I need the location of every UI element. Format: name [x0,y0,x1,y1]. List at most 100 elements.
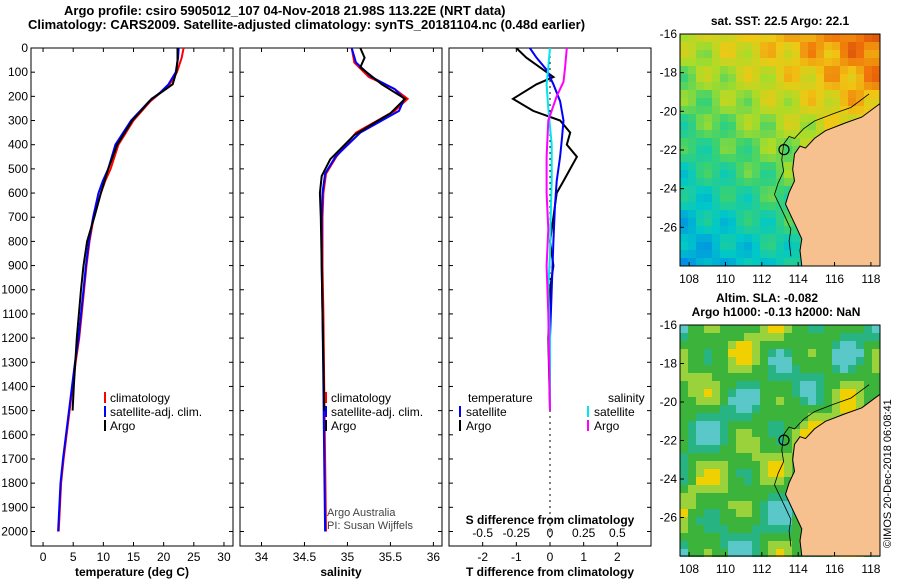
map-cell [736,226,744,234]
map-cell [832,74,840,82]
map-cell [792,122,800,130]
map-cell [720,162,728,170]
map-cell [768,517,776,525]
map-cell [832,34,840,42]
map-cell [808,341,816,349]
map-cell [680,234,688,242]
map-cell [720,421,728,429]
map-cell [704,349,712,357]
map-cell [680,74,688,82]
map-cell [728,114,736,122]
map-cell [744,501,752,509]
map-cell [696,445,704,453]
map-cell [768,381,776,389]
map-cell [728,154,736,162]
map-cell [720,365,728,373]
map-cell [808,34,816,42]
map-cell [752,50,760,58]
map-cell [704,397,712,405]
map-cell [744,242,752,250]
map-cell [776,437,784,445]
map-cell [792,381,800,389]
map-cell [696,154,704,162]
map-cell [696,58,704,66]
panel-annotation: Argo Australia [327,507,396,519]
map-cell [728,50,736,58]
map-cell [752,130,760,138]
x-axis-label: temperature (deg C) [75,565,189,579]
lon-tick-label: 108 [679,562,699,576]
lat-tick-label: -18 [660,357,678,371]
map-cell [736,210,744,218]
panel-frame [239,47,443,547]
map-cell [728,202,736,210]
map-cell [752,218,760,226]
map-cell [752,421,760,429]
map-cell [680,50,688,58]
map-cell [680,138,688,146]
map-cell [688,413,696,421]
map-cell [736,202,744,210]
map-cell [704,485,712,493]
map-cell [768,170,776,178]
map-cell [720,130,728,138]
map-cell [696,517,704,525]
map-cell [808,325,816,333]
map-cell [720,517,728,525]
map-cell [744,429,752,437]
map-cell [688,34,696,42]
map-cell [784,226,792,234]
map-cell [784,130,792,138]
map-cell [768,525,776,533]
map-cell [712,485,720,493]
map-cell [720,42,728,50]
map-cell [736,445,744,453]
lat-tick-label: -18 [660,66,678,80]
map-cell [696,453,704,461]
credit-label: ©IMOS 20-Dec-2018 06:08:41 [882,399,894,548]
map-cell [744,405,752,413]
map-cell [696,202,704,210]
map-cell [744,381,752,389]
map-cell [856,42,864,50]
map-cell [736,525,744,533]
map-cell [736,178,744,186]
map-cell [728,250,736,258]
map-cell [800,138,808,146]
map-cell [776,234,784,242]
map-cell [736,405,744,413]
map-cell [784,146,792,154]
map-cell [792,437,800,445]
map-cell [824,58,832,66]
map-cell [680,325,688,333]
map-cell [760,82,768,90]
map-cell [696,373,704,381]
map-cell [768,42,776,50]
map-cell [704,525,712,533]
map-cell [808,349,816,357]
map-cell [688,122,696,130]
map-cell [736,541,744,549]
map-cell [776,82,784,90]
map-cell [840,389,848,397]
map-cell [768,541,776,549]
map-cell [736,333,744,341]
map-cell [712,210,720,218]
map-cell [680,341,688,349]
map-cell [776,381,784,389]
map-cell [688,250,696,258]
map-cell [768,373,776,381]
map-cell [688,154,696,162]
map-cell [800,365,808,373]
map-cell [872,365,880,373]
map-cell [728,234,736,242]
map-cell [736,325,744,333]
map-cell [720,485,728,493]
map-cell [784,66,792,74]
map-cell [744,421,752,429]
map-cell [792,138,800,146]
map-cell [704,469,712,477]
map-cell [704,405,712,413]
map-cell [792,341,800,349]
map-cell [752,389,760,397]
